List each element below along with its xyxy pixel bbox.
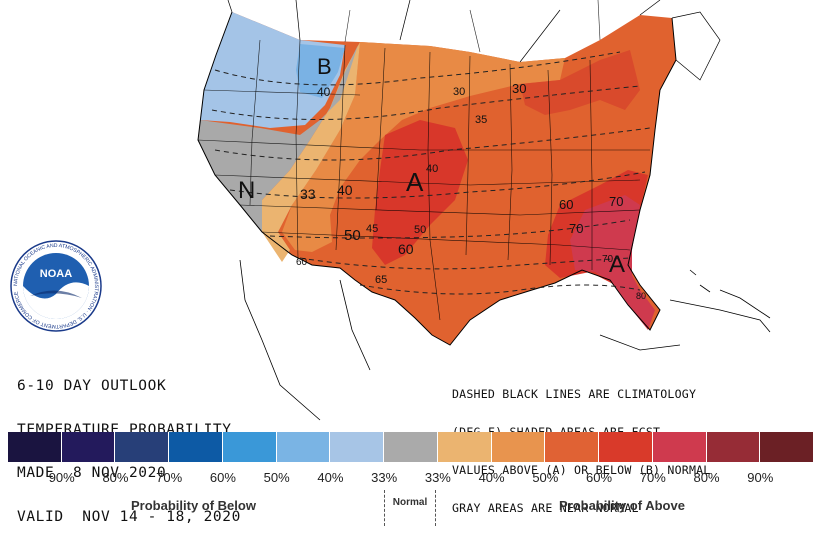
below-caption: Probability of Below [131,498,256,513]
normal-marker: N [238,177,255,204]
legend-swatch [115,432,170,462]
noaa-wordmark: NOAA [40,268,72,280]
climatology-label: 70 [602,254,614,265]
map-note-line: DASHED BLACK LINES ARE CLIMATOLOGY [452,387,697,402]
legend-swatch [169,432,223,462]
legend-tick-label: 40% [478,470,505,485]
legend-tick-label: 80% [693,470,720,485]
below-normal-region [200,12,345,128]
legend-tick-label: 33% [371,470,398,485]
climatology-label: 33 [300,186,316,202]
legend-swatch [330,432,385,462]
noaa-logo: NOAA NATIONAL OCEANIC AND ATMOSPHERIC AD… [10,240,102,332]
climatology-label: 70 [609,194,623,209]
climatology-label: 50 [344,227,361,244]
mexico-outline [239,259,371,421]
climatology-label: 45 [366,223,378,235]
climatology-label: 60 [398,241,414,257]
legend-tick-label: 70% [156,470,183,485]
normal-caption: Normal [384,490,436,526]
legend-swatch [384,432,438,462]
above-marker-southeast: A [609,251,625,278]
near-normal-region [198,45,358,232]
climatology-label: 40 [337,182,353,198]
probability-legend-ticks: 90% 80% 70% 60% 50% 40% 33% 33% 40% 50% 60% 70% 80% 9… [0,470,822,486]
legend-swatch [276,432,331,462]
above-40-band [282,42,565,252]
outlook-title-line: VALID NOV 14 - 18, 2020 [17,508,241,525]
climatology-label: 35 [475,114,487,126]
probability-legend-bar [8,432,815,462]
legend-swatch [491,432,546,462]
above-60-northeast [520,50,640,115]
climatology-label: 40 [317,85,331,99]
outlook-title-line: MADE 8 NOV 2020 [17,465,167,481]
climatology-label: 80 [636,291,646,301]
legend-tick-label: 80% [102,470,129,485]
above-60-central [372,120,468,265]
legend-swatch [545,432,600,462]
caribbean-islands [599,269,771,351]
climatology-label: 70 [569,221,583,236]
climatology-label: 30 [453,86,465,98]
legend-tick-label: 90% [48,470,75,485]
climatology-label: 50 [414,224,426,236]
legend-tick-label: 50% [263,470,290,485]
outlook-title-line: 6-10 DAY OUTLOOK [17,378,167,394]
climatology-label: 30 [512,81,526,96]
above-caption: Probability of Above [559,498,685,513]
legend-tick-label: 60% [209,470,236,485]
legend-swatch [760,432,815,462]
map-note-line: GRAY AREAS ARE NEAR-NORMAL [452,500,639,515]
legend-swatch [222,432,277,462]
legend-tick-label: 40% [317,470,344,485]
legend-tick-label: 50% [532,470,559,485]
map-note-line: VALUES ABOVE (A) OR BELOW (B) NORMAL [452,462,711,477]
below-marker: B [317,54,332,79]
legend-tick-label: 70% [639,470,666,485]
climatology-contours [211,51,651,295]
climatology-label: 65 [375,274,387,286]
above-70-southeast [570,195,655,330]
canada-borders [227,0,721,81]
legend-swatch [706,432,761,462]
legend-swatch [599,432,653,462]
legend-swatch [437,432,492,462]
climatology-label: 40 [426,163,438,175]
temperature-outlook-map: B N A A 40 30 30 35 33 40 40 45 50 50 60… [197,0,771,421]
legend-swatch [8,432,62,462]
above-marker-central: A [406,167,424,197]
legend-tick-label: 60% [586,470,613,485]
climatology-label: 60 [559,197,573,212]
coastline [197,11,677,346]
legend-swatch [652,432,707,462]
climatology-label: 60 [296,257,308,268]
legend-swatch [61,432,116,462]
legend-tick-label: 33% [424,470,451,485]
legend-tick-label: 90% [747,470,774,485]
